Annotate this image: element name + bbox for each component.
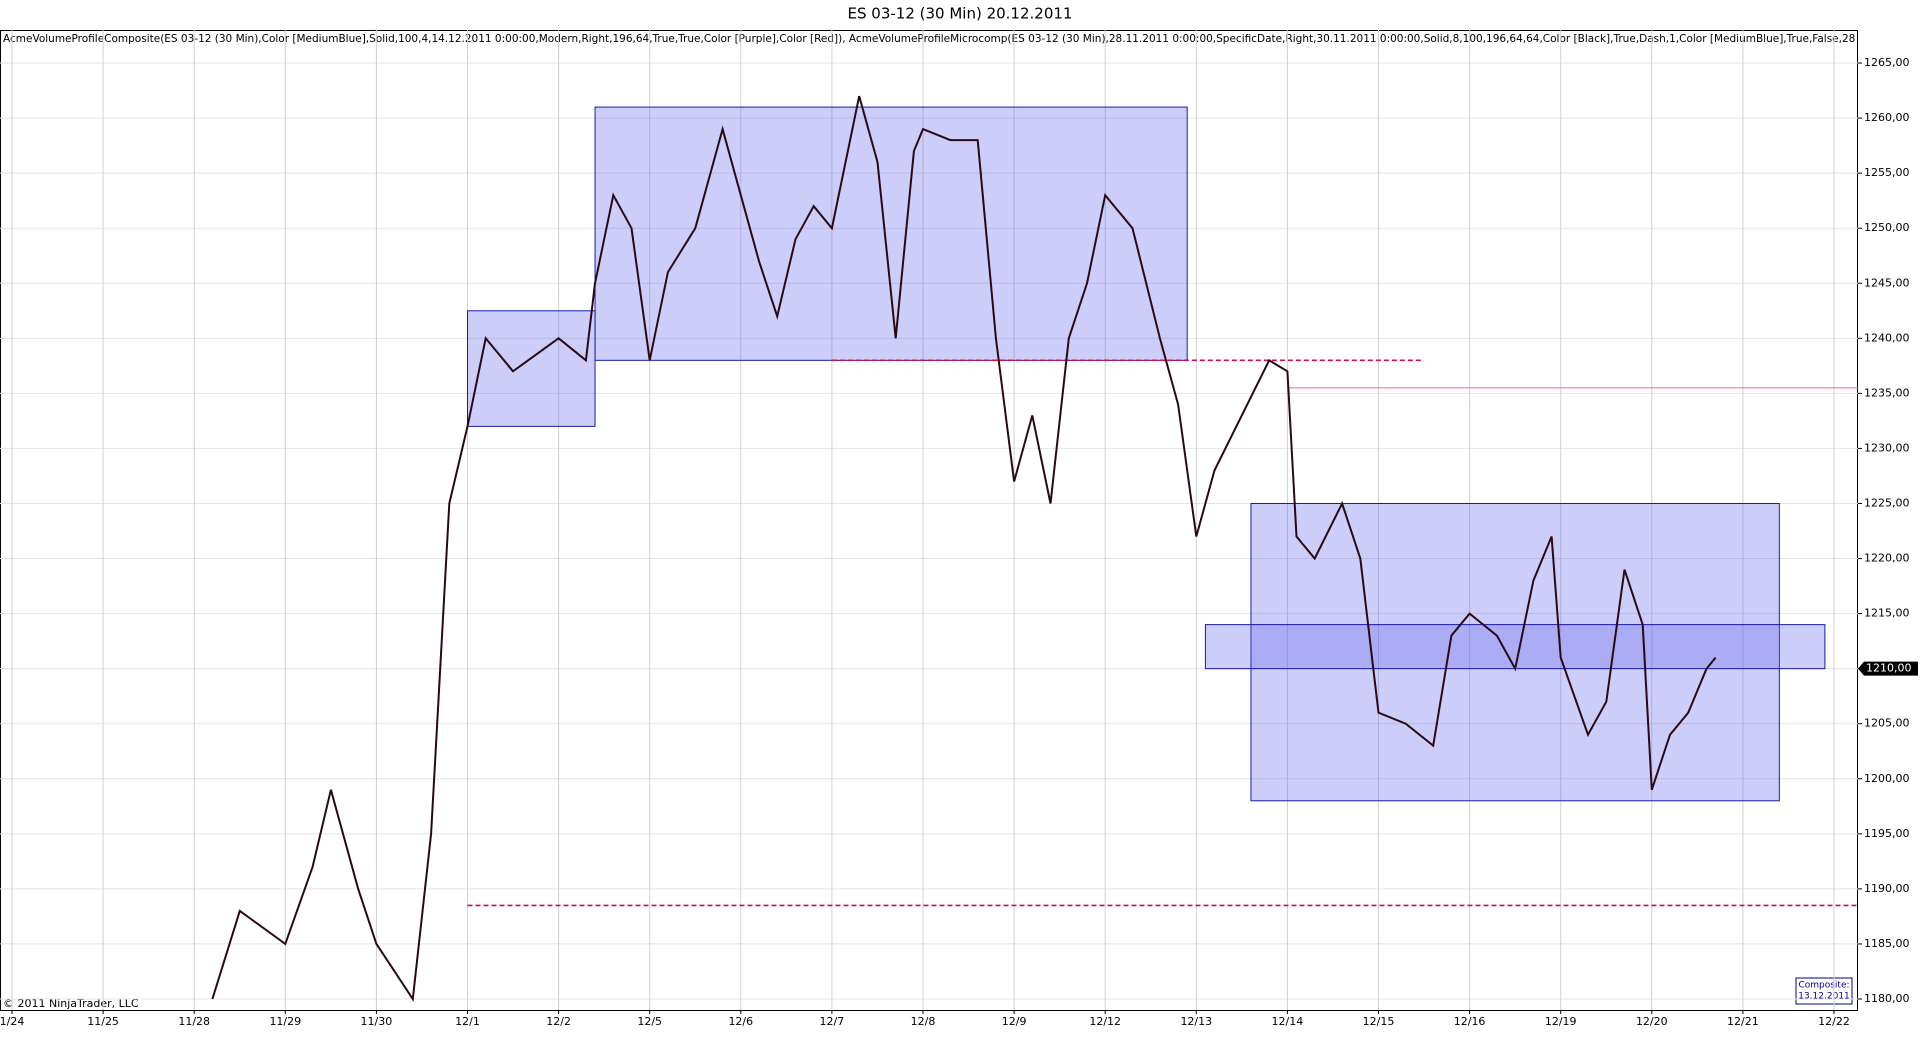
x-tick-label: 12/6 [728,1015,753,1028]
x-tick-label: 12/2 [546,1015,571,1028]
value-area-box [1250,502,1780,802]
value-area-box [467,310,596,427]
x-tick-label: 12/5 [637,1015,662,1028]
y-tick-label: 1190,00 [1864,882,1910,895]
x-tick-label: 12/16 [1454,1015,1486,1028]
y-tick-label: 1195,00 [1864,827,1910,840]
x-tick-label: 12/19 [1545,1015,1577,1028]
x-tick-label: 12/12 [1089,1015,1121,1028]
x-tick-label: 11/25 [87,1015,119,1028]
current-price-label: 1210,00 [1866,662,1912,675]
composite-date: 13.12.2011 [1798,992,1850,1002]
y-tick-label: 1245,00 [1864,276,1910,289]
x-tick-label: 12/21 [1727,1015,1759,1028]
x-tick-label: 12/15 [1363,1015,1395,1028]
plot-area [0,30,1858,1010]
price-line [211,95,1717,1002]
y-tick-label: 1240,00 [1864,331,1910,344]
y-tick-label: 1225,00 [1864,496,1910,509]
y-tick-label: 1230,00 [1864,441,1910,454]
value-area-box [594,106,1188,361]
chart-title: ES 03-12 (30 Min) 20.12.2011 [848,5,1073,23]
y-tick-label: 1205,00 [1864,717,1910,730]
y-tick-label: 1260,00 [1864,111,1910,124]
composite-box [1795,977,1853,1005]
current-price-marker [1858,661,1918,676]
x-tick-label: 12/14 [1272,1015,1304,1028]
x-tick-label: 12/8 [911,1015,936,1028]
x-tick-label: 1/24 [0,1015,24,1028]
x-tick-label: 11/29 [269,1015,301,1028]
y-tick-label: 1215,00 [1864,607,1910,620]
y-tick-label: 1185,00 [1864,937,1910,950]
x-tick-label: 11/30 [361,1015,393,1028]
y-tick-label: 1180,00 [1864,992,1910,1005]
y-tick-label: 1255,00 [1864,166,1910,179]
x-tick-label: 12/13 [1180,1015,1212,1028]
composite-label: Composite: [1798,981,1849,991]
y-tick-label: 1265,00 [1864,56,1910,69]
x-tick-label: 12/9 [1002,1015,1027,1028]
x-tick-label: 12/7 [820,1015,845,1028]
indicator-text: AcmeVolumeProfileComposite(ES 03-12 (30 … [3,33,1920,45]
x-tick-label: 12/1 [455,1015,480,1028]
y-tick-label: 1235,00 [1864,386,1910,399]
x-tick-label: 12/20 [1636,1015,1668,1028]
y-tick-label: 1250,00 [1864,221,1910,234]
y-tick-label: 1200,00 [1864,772,1910,785]
copyright: © 2011 NinjaTrader, LLC [3,997,139,1010]
x-tick-label: 12/22 [1818,1015,1850,1028]
plot-frame [0,30,1858,1011]
y-tick-label: 1220,00 [1864,552,1910,565]
x-tick-label: 11/28 [178,1015,210,1028]
value-area-box [1204,624,1826,670]
